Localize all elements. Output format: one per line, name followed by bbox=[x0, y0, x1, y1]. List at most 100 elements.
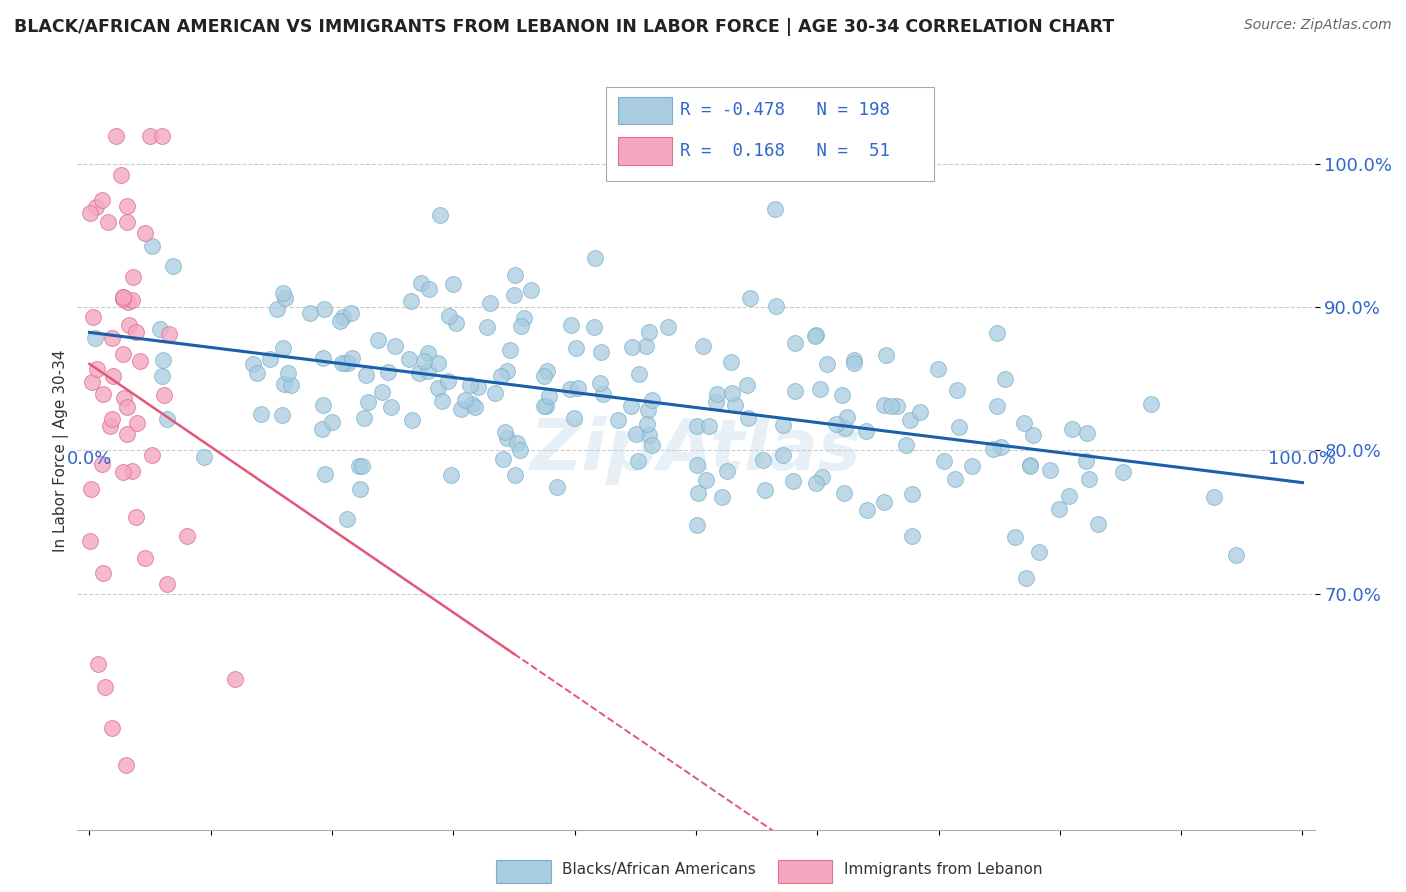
Point bbox=[1074, 454, 1097, 468]
Point bbox=[274, 291, 297, 305]
Point bbox=[125, 510, 148, 524]
Point bbox=[536, 364, 558, 378]
Point bbox=[80, 482, 103, 496]
Point bbox=[441, 277, 464, 292]
Point bbox=[150, 128, 173, 143]
Point bbox=[692, 339, 714, 353]
Point bbox=[1062, 422, 1084, 436]
Point bbox=[115, 199, 138, 213]
Point bbox=[90, 193, 112, 207]
Point bbox=[259, 352, 281, 367]
Point bbox=[311, 351, 333, 366]
Point bbox=[502, 287, 524, 301]
FancyBboxPatch shape bbox=[619, 137, 672, 165]
Point bbox=[981, 442, 1004, 457]
Point bbox=[409, 277, 432, 291]
Point bbox=[412, 354, 434, 368]
Point bbox=[139, 128, 162, 143]
Point bbox=[380, 401, 402, 415]
Point bbox=[418, 364, 440, 378]
Point bbox=[224, 673, 246, 687]
Point bbox=[637, 403, 659, 417]
Point bbox=[450, 402, 472, 417]
Point bbox=[98, 419, 121, 434]
Point bbox=[503, 467, 526, 482]
Point bbox=[948, 420, 970, 434]
Point bbox=[837, 409, 859, 424]
Point bbox=[336, 356, 359, 370]
Point bbox=[534, 399, 557, 413]
Point bbox=[150, 369, 173, 384]
Point bbox=[946, 384, 969, 398]
Point bbox=[886, 399, 908, 413]
Point bbox=[454, 393, 477, 408]
Point bbox=[546, 480, 568, 494]
Point bbox=[100, 721, 122, 735]
Point bbox=[418, 281, 440, 295]
Point bbox=[1087, 516, 1109, 531]
Point bbox=[589, 376, 612, 391]
Point bbox=[314, 467, 336, 481]
Point bbox=[738, 292, 761, 306]
Point bbox=[641, 392, 664, 407]
Point bbox=[312, 398, 335, 412]
Point bbox=[242, 357, 264, 371]
Point bbox=[100, 331, 122, 345]
Point bbox=[439, 468, 461, 483]
Point bbox=[475, 320, 498, 334]
Point bbox=[1225, 548, 1247, 562]
Point bbox=[339, 306, 361, 320]
Point bbox=[118, 318, 141, 332]
Point bbox=[84, 200, 107, 214]
Point bbox=[176, 529, 198, 543]
Point bbox=[533, 369, 555, 384]
Point bbox=[321, 415, 343, 429]
Point bbox=[330, 356, 353, 370]
Point bbox=[91, 386, 114, 401]
Point bbox=[499, 343, 522, 358]
Point bbox=[509, 443, 531, 458]
Point bbox=[354, 368, 377, 382]
Point bbox=[266, 301, 288, 316]
Point bbox=[583, 251, 606, 265]
Text: Immigrants from Lebanon: Immigrants from Lebanon bbox=[844, 863, 1042, 877]
Point bbox=[1047, 502, 1070, 516]
Point bbox=[763, 202, 786, 217]
Point bbox=[332, 310, 354, 324]
Point bbox=[1039, 463, 1062, 477]
Point bbox=[418, 346, 440, 360]
Point bbox=[152, 353, 174, 368]
Point bbox=[721, 385, 744, 400]
Point bbox=[1004, 531, 1026, 545]
Point bbox=[637, 326, 659, 340]
Point bbox=[636, 338, 658, 352]
Point bbox=[377, 365, 399, 379]
Point bbox=[842, 356, 865, 370]
Point bbox=[115, 758, 138, 772]
Point bbox=[273, 377, 295, 392]
Point bbox=[484, 386, 506, 401]
Point bbox=[437, 374, 460, 388]
Point bbox=[943, 472, 966, 486]
Text: Source: ZipAtlas.com: Source: ZipAtlas.com bbox=[1244, 18, 1392, 32]
Point bbox=[834, 421, 856, 435]
Point bbox=[927, 362, 949, 376]
Point bbox=[250, 407, 273, 421]
Point bbox=[583, 320, 606, 334]
Point bbox=[804, 328, 827, 343]
Point bbox=[437, 309, 460, 323]
Point bbox=[686, 418, 709, 433]
Point bbox=[735, 377, 758, 392]
Point bbox=[785, 384, 807, 399]
Point bbox=[537, 389, 560, 403]
Point bbox=[314, 301, 336, 316]
Point bbox=[430, 394, 453, 409]
Point bbox=[900, 529, 922, 543]
Point bbox=[127, 417, 149, 431]
Point bbox=[492, 452, 515, 467]
Point bbox=[444, 317, 467, 331]
Point bbox=[910, 404, 932, 418]
Point bbox=[97, 214, 120, 228]
Point bbox=[193, 450, 215, 465]
Point bbox=[510, 319, 533, 334]
